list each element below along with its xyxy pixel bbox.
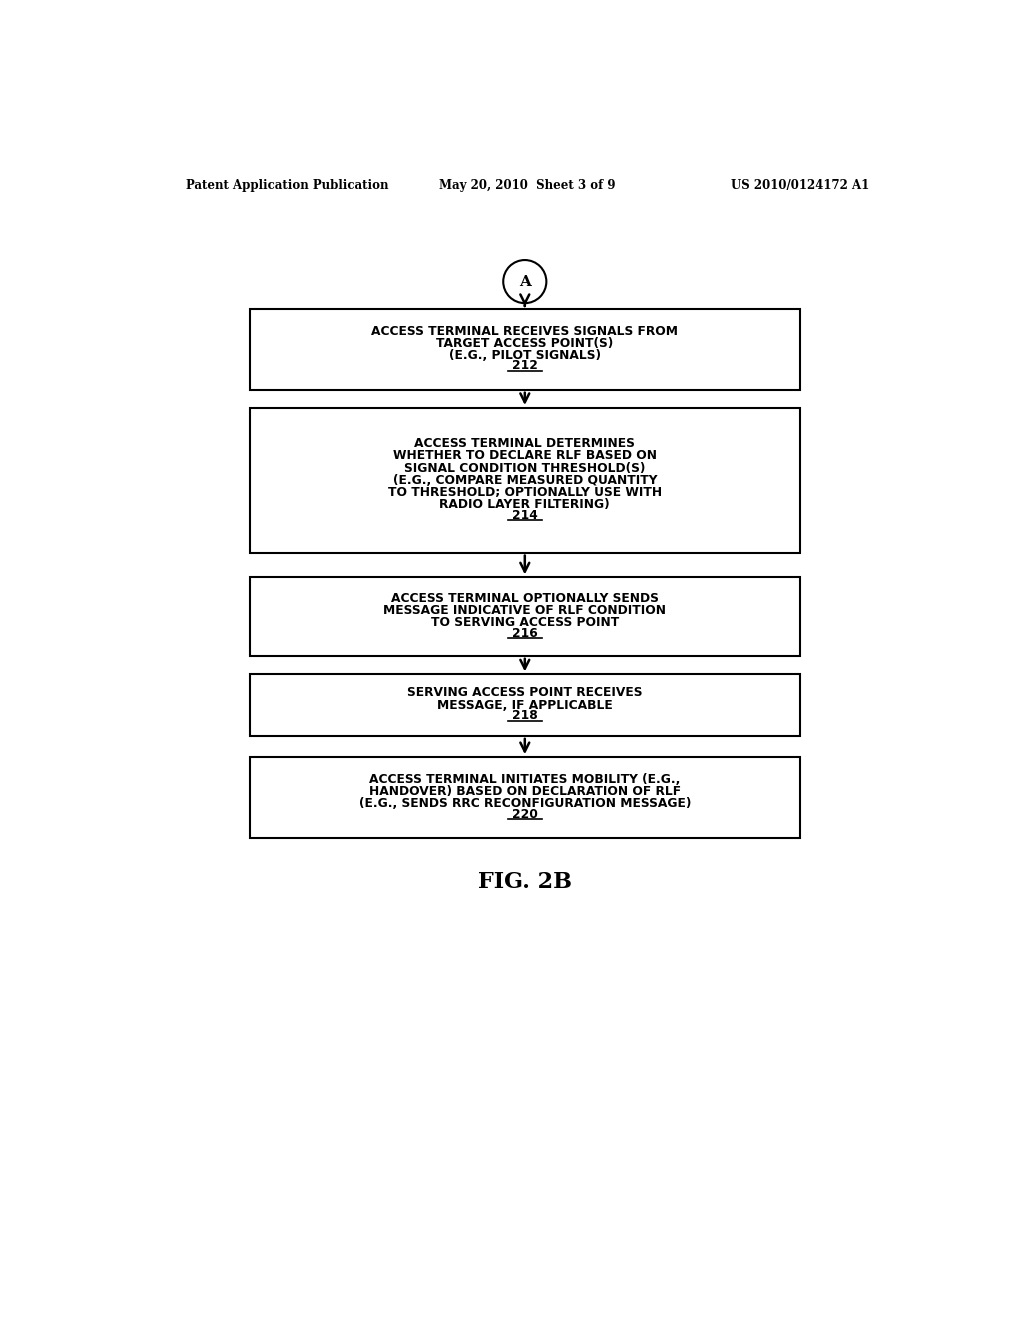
FancyBboxPatch shape bbox=[250, 577, 800, 656]
Text: MESSAGE, IF APPLICABLE: MESSAGE, IF APPLICABLE bbox=[437, 698, 612, 711]
Text: HANDOVER) BASED ON DECLARATION OF RLF: HANDOVER) BASED ON DECLARATION OF RLF bbox=[369, 785, 681, 797]
Text: SERVING ACCESS POINT RECEIVES: SERVING ACCESS POINT RECEIVES bbox=[408, 686, 642, 700]
Text: SIGNAL CONDITION THRESHOLD(S): SIGNAL CONDITION THRESHOLD(S) bbox=[404, 462, 645, 474]
Text: A: A bbox=[519, 275, 530, 289]
Text: (E.G., PILOT SIGNALS): (E.G., PILOT SIGNALS) bbox=[449, 348, 601, 362]
Text: Patent Application Publication: Patent Application Publication bbox=[186, 178, 388, 191]
Text: ACCESS TERMINAL DETERMINES: ACCESS TERMINAL DETERMINES bbox=[415, 437, 635, 450]
Text: TO SERVING ACCESS POINT: TO SERVING ACCESS POINT bbox=[431, 616, 618, 630]
Text: 220: 220 bbox=[512, 808, 538, 821]
Text: TARGET ACCESS POINT(S): TARGET ACCESS POINT(S) bbox=[436, 337, 613, 350]
Text: ACCESS TERMINAL RECEIVES SIGNALS FROM: ACCESS TERMINAL RECEIVES SIGNALS FROM bbox=[372, 325, 678, 338]
Text: TO THRESHOLD; OPTIONALLY USE WITH: TO THRESHOLD; OPTIONALLY USE WITH bbox=[388, 486, 662, 499]
Text: 214: 214 bbox=[512, 508, 538, 521]
Text: WHETHER TO DECLARE RLF BASED ON: WHETHER TO DECLARE RLF BASED ON bbox=[393, 449, 656, 462]
Text: 218: 218 bbox=[512, 709, 538, 722]
Text: US 2010/0124172 A1: US 2010/0124172 A1 bbox=[731, 178, 869, 191]
FancyBboxPatch shape bbox=[250, 675, 800, 737]
Text: (E.G., SENDS RRC RECONFIGURATION MESSAGE): (E.G., SENDS RRC RECONFIGURATION MESSAGE… bbox=[358, 797, 691, 810]
Text: 216: 216 bbox=[512, 627, 538, 640]
Text: May 20, 2010  Sheet 3 of 9: May 20, 2010 Sheet 3 of 9 bbox=[438, 178, 615, 191]
Text: MESSAGE INDICATIVE OF RLF CONDITION: MESSAGE INDICATIVE OF RLF CONDITION bbox=[383, 603, 667, 616]
FancyBboxPatch shape bbox=[250, 408, 800, 553]
Text: ACCESS TERMINAL INITIATES MOBILITY (E.G.,: ACCESS TERMINAL INITIATES MOBILITY (E.G.… bbox=[369, 772, 681, 785]
FancyBboxPatch shape bbox=[250, 309, 800, 389]
Text: ACCESS TERMINAL OPTIONALLY SENDS: ACCESS TERMINAL OPTIONALLY SENDS bbox=[391, 591, 658, 605]
Text: (E.G., COMPARE MEASURED QUANTITY: (E.G., COMPARE MEASURED QUANTITY bbox=[392, 474, 657, 487]
FancyBboxPatch shape bbox=[250, 758, 800, 838]
Text: RADIO LAYER FILTERING): RADIO LAYER FILTERING) bbox=[439, 498, 610, 511]
Text: 212: 212 bbox=[512, 359, 538, 372]
Text: FIG. 2B: FIG. 2B bbox=[478, 871, 571, 894]
